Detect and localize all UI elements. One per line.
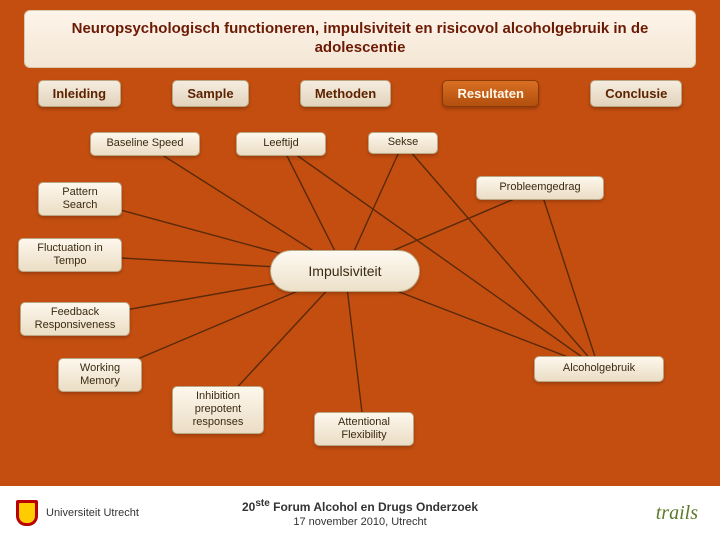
footer: Universiteit Utrecht 20ste Forum Alcohol…: [0, 486, 720, 540]
node-inhibition: Inhibition prepotent responses: [172, 386, 264, 434]
footer-center: 20ste Forum Alcohol en Drugs Onderzoek 1…: [0, 497, 720, 530]
trails-logo: trails: [650, 502, 704, 525]
nav-tabs: Inleiding Sample Methoden Resultaten Conclus…: [0, 80, 720, 107]
tab-resultaten[interactable]: Resultaten: [442, 80, 538, 107]
node-sekse: Sekse: [368, 132, 438, 154]
node-impulsiviteit: Impulsiviteit: [270, 250, 420, 292]
footer-date: 17 november 2010, Utrecht: [0, 515, 720, 529]
tab-sample[interactable]: Sample: [172, 80, 248, 107]
node-leeftijd: Leeftijd: [236, 132, 326, 156]
tab-conclusie[interactable]: Conclusie: [590, 80, 682, 107]
tab-methoden[interactable]: Methoden: [300, 80, 391, 107]
tab-inleiding[interactable]: Inleiding: [38, 80, 121, 107]
slide-title: Neuropsychologisch functioneren, impulsi…: [24, 10, 696, 68]
node-working-memory: Working Memory: [58, 358, 142, 392]
diagram-canvas: Baseline Speed Leeftijd Sekse Probleemgedra…: [0, 110, 720, 486]
node-attentional-flex: Attentional Flexibility: [314, 412, 414, 446]
node-alcoholgebruik: Alcoholgebruik: [534, 356, 664, 382]
node-probleemgedrag: Probleemgedrag: [476, 176, 604, 200]
node-pattern-search: Pattern Search: [38, 182, 122, 216]
node-fluct-tempo: Fluctuation in Tempo: [18, 238, 122, 272]
node-feedback-resp: Feedback Responsiveness: [20, 302, 130, 336]
node-baseline-speed: Baseline Speed: [90, 132, 200, 156]
footer-title: 20ste Forum Alcohol en Drugs Onderzoek: [0, 497, 720, 516]
